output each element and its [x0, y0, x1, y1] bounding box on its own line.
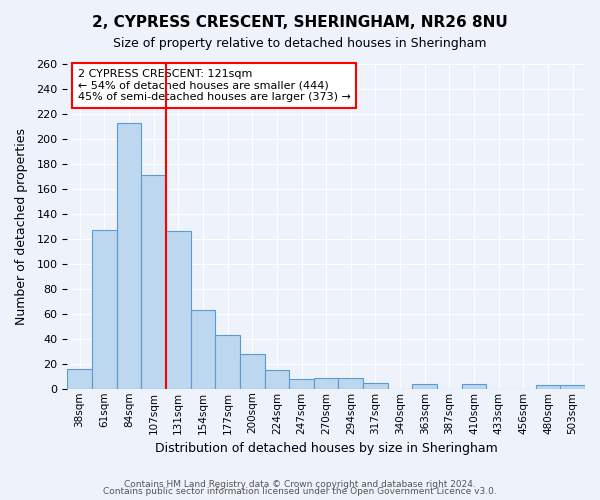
Bar	[116, 122, 141, 389]
Bar	[240, 354, 265, 389]
Bar	[536, 385, 560, 389]
Text: Contains public sector information licensed under the Open Government Licence v3: Contains public sector information licen…	[103, 487, 497, 496]
Bar	[289, 379, 314, 389]
Y-axis label: Number of detached properties: Number of detached properties	[15, 128, 28, 325]
Text: 2, CYPRESS CRESCENT, SHERINGHAM, NR26 8NU: 2, CYPRESS CRESCENT, SHERINGHAM, NR26 8N…	[92, 15, 508, 30]
Bar	[92, 230, 116, 389]
Bar	[363, 382, 388, 389]
Bar	[166, 232, 191, 389]
Text: Size of property relative to detached houses in Sheringham: Size of property relative to detached ho…	[113, 38, 487, 51]
Bar	[338, 378, 363, 389]
Bar	[67, 369, 92, 389]
Bar	[314, 378, 338, 389]
Text: 2 CYPRESS CRESCENT: 121sqm
← 54% of detached houses are smaller (444)
45% of sem: 2 CYPRESS CRESCENT: 121sqm ← 54% of deta…	[77, 69, 350, 102]
Bar	[215, 335, 240, 389]
X-axis label: Distribution of detached houses by size in Sheringham: Distribution of detached houses by size …	[155, 442, 497, 455]
Bar	[191, 310, 215, 389]
Bar	[412, 384, 437, 389]
Bar	[560, 385, 585, 389]
Bar	[265, 370, 289, 389]
Bar	[462, 384, 487, 389]
Bar	[141, 175, 166, 389]
Text: Contains HM Land Registry data © Crown copyright and database right 2024.: Contains HM Land Registry data © Crown c…	[124, 480, 476, 489]
